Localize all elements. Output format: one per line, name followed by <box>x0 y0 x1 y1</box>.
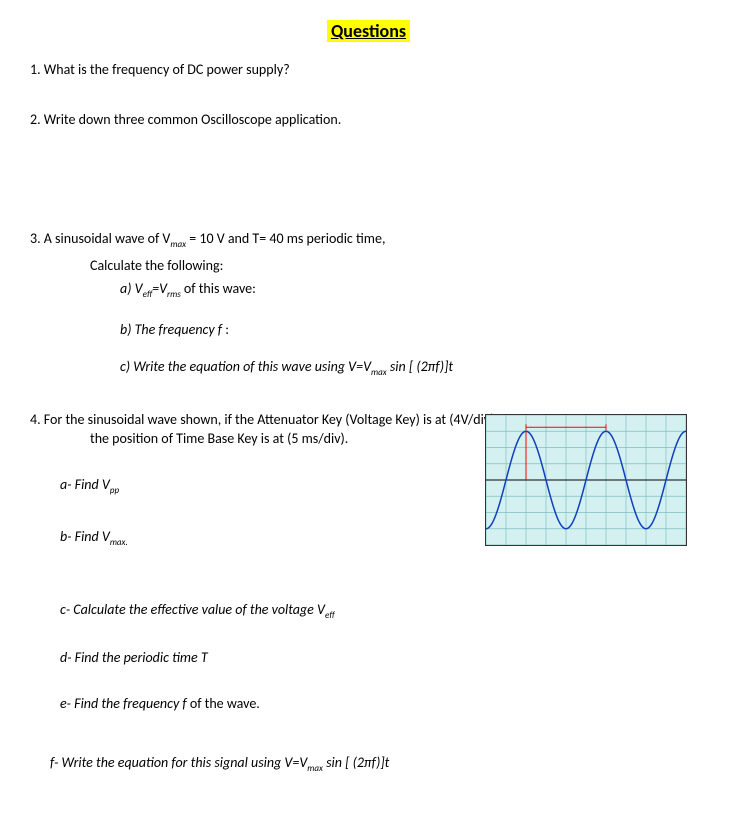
q4-f-pre: f- Write the equation for this signal us… <box>50 754 284 771</box>
q4-f-eq2: sin [ (2πf)]t <box>323 754 389 771</box>
q3-c-eq1: V=V <box>348 358 371 375</box>
q3-stem-sub: max <box>170 239 186 250</box>
q4-d-t: T <box>201 649 208 666</box>
q4-f: f- Write the equation for this signal us… <box>50 753 707 775</box>
q3-a-post: of this wave: <box>181 280 256 297</box>
q3-c-eq2: sin [ (2πf)]t <box>387 358 453 375</box>
q4-d: d- Find the periodic time T <box>60 648 707 668</box>
q4-a-v: V <box>102 476 110 493</box>
page-title: Questions <box>327 20 410 42</box>
q3-b: b) The frequency f : <box>120 320 707 340</box>
q3-c-sub: max <box>371 367 387 378</box>
q3-a-mid: =V <box>152 280 167 297</box>
oscilloscope-chart <box>485 414 687 546</box>
q3-a-sub2: rms <box>167 289 181 300</box>
q4-c-v: V <box>317 601 325 618</box>
q4-f-sub: max <box>307 763 323 774</box>
question-1: 1. What is the frequency of DC power sup… <box>30 60 707 80</box>
q4-f-eq1: V=V <box>284 754 307 771</box>
q3-c: c) Write the equation of this wave using… <box>120 357 707 379</box>
question-3: 3. A sinusoidal wave of Vmax = 10 V and … <box>30 229 707 379</box>
question-4: 4. For the sinusoidal wave shown, if the… <box>30 410 707 776</box>
q4-b-sub: max. <box>110 537 128 548</box>
q4-e-pre: e- Find the frequency <box>60 695 182 712</box>
q4-e-post: of the wave. <box>187 695 260 712</box>
q3-stem-a: 3. A sinusoidal wave of V <box>30 230 170 247</box>
q4-b-v: V <box>102 528 110 545</box>
q3-b-pre: b) The frequency <box>120 321 218 338</box>
q3-c-pre: c) Write the equation of this wave using <box>120 358 348 375</box>
q4-a-pre: a- Find <box>60 476 102 493</box>
q4-d-pre: d- Find the periodic time <box>60 649 201 666</box>
q4-a-sub: pp <box>110 485 119 496</box>
q4-c-pre: c- Calculate the effective value of the … <box>60 601 317 618</box>
q4-e: e- Find the frequency f of the wave. <box>60 694 707 714</box>
q3-stem-b: = 10 V and T= 40 ms periodic time, <box>186 230 385 247</box>
q4-c: c- Calculate the effective value of the … <box>60 600 707 622</box>
question-2: 2. Write down three common Oscilloscope … <box>30 110 707 130</box>
q3-b-post: : <box>222 321 229 338</box>
q3-a: a) Veff=Vrms of this wave: <box>120 279 707 301</box>
q4-b-pre: b- Find <box>60 528 102 545</box>
q4-c-sub: eff <box>325 609 335 620</box>
q3-a-pre: a) V <box>120 280 143 297</box>
q3-a-sub1: eff <box>143 289 153 300</box>
q3-calc: Calculate the following: <box>90 256 707 276</box>
